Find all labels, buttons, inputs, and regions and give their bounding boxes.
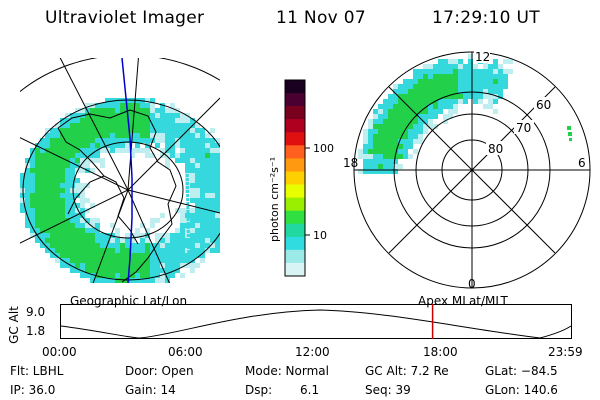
colorbar-swatch	[285, 184, 305, 199]
mlt-polar-dial: 60 70 80 12 0 18 6	[343, 49, 591, 291]
timeline-y-tick-top: 9.0	[26, 305, 46, 319]
colorbar-swatch	[285, 145, 305, 159]
timeline-x-tick-2359: 23:59	[548, 345, 583, 359]
instrument-title: Ultraviolet Imager	[45, 8, 205, 28]
info-flt: Flt: LBHL	[10, 364, 64, 378]
mlt-label-18: 18	[343, 156, 358, 170]
colorbar-swatch	[285, 210, 305, 225]
mlt-label-6: 6	[578, 156, 586, 170]
timeline-y-axis-label: GC Alt	[6, 306, 21, 344]
mlt-label-0: 0	[468, 277, 476, 291]
time-label: 17:29:10 UT	[432, 8, 540, 28]
colorbar-swatch	[285, 119, 305, 133]
colorbar-unit-label: photon cm⁻²s⁻¹	[268, 157, 281, 242]
info-dsp-label: Dsp:	[245, 383, 273, 397]
dial-rings	[353, 51, 591, 289]
colorbar-swatch	[285, 249, 305, 264]
lat-label-bg-80	[486, 141, 506, 155]
lat-label-bg-70	[514, 120, 534, 134]
timeline-x-tick-1200: 12:00	[295, 345, 330, 359]
colorbar-swatch	[285, 171, 305, 186]
colorbar-swatch	[285, 223, 305, 238]
colorbar-swatches	[285, 80, 305, 277]
info-gain: Gain: 14	[125, 383, 176, 397]
timeline-frame	[60, 304, 572, 339]
geographic-map	[20, 58, 220, 283]
colorbar-swatch	[285, 236, 305, 251]
mlt-label-bg-12	[474, 49, 490, 63]
colorbar-swatch	[285, 93, 305, 107]
info-gc-alt: GC Alt: 7.2 Re	[365, 364, 449, 378]
colorbar-swatch	[285, 80, 305, 94]
lat-label-70: 70	[516, 121, 531, 135]
timeline-y-tick-bottom: 1.8	[26, 324, 46, 338]
coastline	[57, 109, 177, 283]
lat-label-80: 80	[488, 142, 503, 156]
timeline-altitude-curve	[60, 309, 572, 339]
timeline-plot	[60, 304, 572, 339]
info-mode: Mode: Normal	[245, 364, 329, 378]
timeline-x-tick-0000: 00:00	[42, 345, 77, 359]
info-door: Door: Open	[125, 364, 194, 378]
colorbar-swatch	[285, 197, 305, 212]
date-label: 11 Nov 07	[276, 8, 366, 28]
colorbar-tick-label-10: 10	[313, 229, 327, 242]
info-ip: IP: 36.0	[10, 383, 56, 397]
colorbar: 100 10 photon cm⁻²s⁻¹	[268, 79, 334, 277]
colorbar-swatch	[285, 262, 305, 277]
colorbar-swatch	[285, 132, 305, 146]
lat-label-60: 60	[536, 98, 551, 112]
dial-aurora-pixels	[358, 54, 572, 174]
timeline-x-tick-1800: 18:00	[423, 345, 458, 359]
colorbar-swatch	[285, 106, 305, 120]
colorbar-frame	[284, 79, 306, 277]
geo-meridian	[121, 58, 133, 283]
lat-label-bg-60	[534, 97, 554, 111]
info-glat: GLat: −84.5	[485, 364, 558, 378]
info-glon: GLon: 140.6	[485, 383, 558, 397]
mlt-label-12: 12	[475, 50, 490, 64]
info-dsp-value: 6.1	[300, 383, 320, 397]
colorbar-swatch	[285, 158, 305, 172]
timeline-x-tick-0600: 06:00	[168, 345, 203, 359]
colorbar-tick-label-100: 100	[313, 142, 334, 155]
info-seq: Seq: 39	[365, 383, 411, 397]
